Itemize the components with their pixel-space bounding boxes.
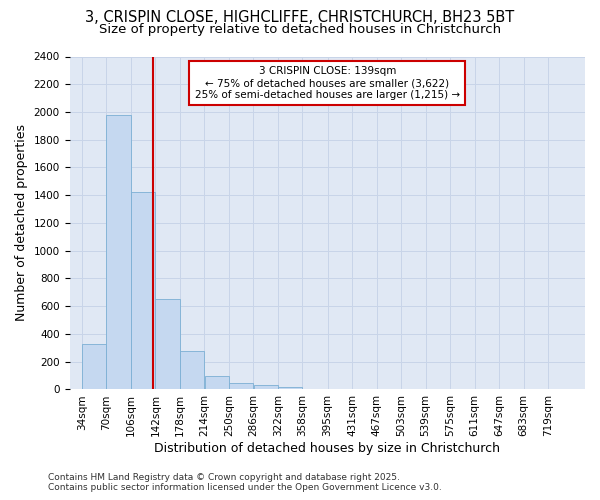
Text: Size of property relative to detached houses in Christchurch: Size of property relative to detached ho… <box>99 22 501 36</box>
Bar <box>155 300 179 390</box>
Bar <box>131 192 155 390</box>
Y-axis label: Number of detached properties: Number of detached properties <box>15 124 28 322</box>
Text: Contains HM Land Registry data © Crown copyright and database right 2025.
Contai: Contains HM Land Registry data © Crown c… <box>48 473 442 492</box>
Bar <box>278 386 302 390</box>
Bar <box>205 376 229 390</box>
Bar <box>82 344 106 390</box>
Bar <box>106 116 131 390</box>
Bar <box>180 350 204 390</box>
Bar <box>254 386 278 390</box>
Bar <box>229 383 253 390</box>
X-axis label: Distribution of detached houses by size in Christchurch: Distribution of detached houses by size … <box>154 442 500 455</box>
Text: 3, CRISPIN CLOSE, HIGHCLIFFE, CHRISTCHURCH, BH23 5BT: 3, CRISPIN CLOSE, HIGHCLIFFE, CHRISTCHUR… <box>85 10 515 25</box>
Text: 3 CRISPIN CLOSE: 139sqm
← 75% of detached houses are smaller (3,622)
25% of semi: 3 CRISPIN CLOSE: 139sqm ← 75% of detache… <box>195 66 460 100</box>
